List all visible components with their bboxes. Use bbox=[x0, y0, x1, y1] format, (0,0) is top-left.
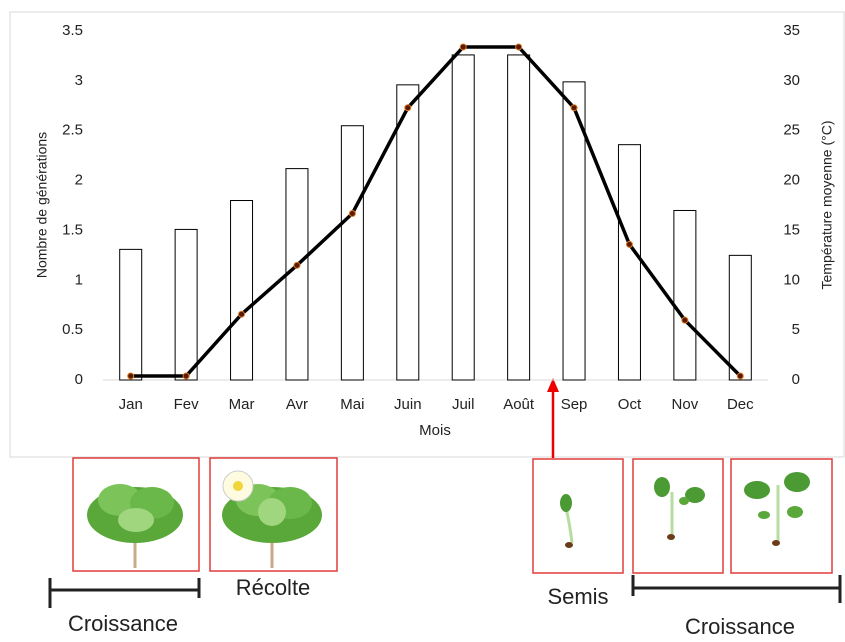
x-tick-label: Sep bbox=[561, 396, 588, 413]
x-tick-label: Nov bbox=[672, 396, 699, 413]
line-marker bbox=[348, 209, 356, 217]
annotation: Croissance bbox=[68, 611, 178, 636]
x-tick-label: Fev bbox=[174, 396, 200, 413]
x-tick-label: Mai bbox=[340, 396, 364, 413]
line-marker bbox=[570, 104, 578, 112]
line-marker bbox=[404, 104, 412, 112]
y2-tick-label: 0 bbox=[792, 371, 800, 388]
y2-axis-label: Température moyenne (°C) bbox=[819, 121, 835, 290]
y-tick-label: 0 bbox=[75, 371, 83, 388]
line-marker bbox=[515, 43, 523, 51]
bar bbox=[174, 228, 198, 381]
line-marker bbox=[238, 310, 246, 318]
bar bbox=[507, 54, 531, 381]
bar bbox=[230, 200, 254, 381]
y2-tick-label: 30 bbox=[783, 72, 800, 89]
x-tick-label: Dec bbox=[727, 396, 754, 413]
x-tick-label: Jan bbox=[119, 396, 143, 413]
bar bbox=[673, 209, 697, 381]
y2-tick-label: 35 bbox=[783, 22, 800, 39]
bar bbox=[396, 84, 420, 381]
annotation: Semis bbox=[547, 584, 608, 609]
line bbox=[130, 45, 742, 378]
line-marker bbox=[736, 372, 744, 380]
chart-frame bbox=[9, 11, 845, 458]
annotation: Récolte bbox=[236, 575, 311, 600]
line-marker bbox=[459, 43, 467, 51]
line-marker bbox=[681, 316, 689, 324]
line-marker bbox=[127, 372, 135, 380]
arrows-brackets bbox=[48, 378, 842, 608]
y2-tick-label: 15 bbox=[783, 221, 800, 238]
y-tick-label: 0.5 bbox=[62, 321, 83, 338]
bar bbox=[562, 81, 586, 381]
y-tick-label: 1.5 bbox=[62, 221, 83, 238]
y-tick-label: 2.5 bbox=[62, 122, 83, 139]
illustrations bbox=[72, 457, 833, 574]
y2-tick-label: 10 bbox=[783, 271, 800, 288]
x-tick-label: Août bbox=[503, 396, 535, 413]
line-marker bbox=[293, 261, 301, 269]
x-tick-label: Avr bbox=[286, 396, 308, 413]
x-tick-label: Juil bbox=[452, 396, 475, 413]
annotation: Croissance bbox=[685, 614, 795, 637]
y-axis-label: Nombre de générations bbox=[34, 132, 50, 278]
bar bbox=[340, 125, 364, 381]
x-tick-label: Juin bbox=[394, 396, 422, 413]
y2-tick-label: 20 bbox=[783, 172, 800, 189]
y-tick-label: 3 bbox=[75, 72, 83, 89]
y2-tick-label: 5 bbox=[792, 321, 800, 338]
line-marker bbox=[625, 240, 633, 248]
bar bbox=[451, 54, 475, 381]
bar bbox=[617, 144, 641, 381]
y-tick-label: 3.5 bbox=[62, 22, 83, 39]
bar bbox=[119, 248, 143, 381]
bar bbox=[728, 254, 752, 381]
y-tick-label: 1 bbox=[75, 271, 83, 288]
x-axis-label: Mois bbox=[419, 422, 451, 439]
y2-tick-label: 25 bbox=[783, 122, 800, 139]
x-tick-label: Oct bbox=[618, 396, 642, 413]
line-marker bbox=[182, 372, 190, 380]
y-tick-label: 2 bbox=[75, 172, 83, 189]
x-tick-label: Mar bbox=[229, 396, 255, 413]
